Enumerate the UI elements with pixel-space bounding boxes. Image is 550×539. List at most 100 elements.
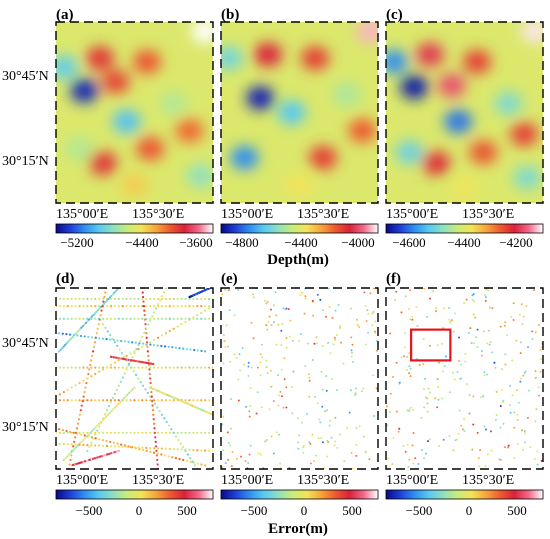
track-point	[124, 395, 127, 398]
track-point	[58, 332, 61, 335]
track-point	[115, 388, 118, 391]
track-point	[109, 431, 113, 434]
scatter-point	[317, 437, 320, 440]
track-point	[188, 399, 191, 402]
track-point	[156, 447, 160, 450]
track-point	[91, 350, 95, 353]
track-point	[150, 395, 153, 398]
track-point	[172, 305, 175, 308]
scatter-point	[414, 457, 417, 460]
track-point	[139, 339, 142, 343]
track-point	[114, 290, 117, 293]
scatter-point	[408, 372, 411, 375]
panel-d	[55, 287, 214, 470]
track-point	[73, 440, 76, 443]
scatter-point	[350, 451, 353, 454]
scatter-point	[285, 386, 288, 389]
scatter-point	[490, 449, 493, 452]
colorbar-d-gradient	[55, 489, 214, 500]
scatter-point	[259, 453, 262, 456]
scatter-point	[519, 377, 522, 380]
scatter-point	[408, 458, 411, 461]
scatter-point	[458, 359, 461, 362]
track-point	[204, 297, 207, 300]
scatter-point	[534, 370, 537, 373]
track-point	[207, 305, 211, 308]
scatter-point	[334, 416, 337, 419]
track-point	[101, 305, 104, 308]
scatter-point	[395, 410, 398, 413]
track-point	[86, 399, 89, 402]
track-point	[66, 399, 69, 402]
track-point	[78, 399, 81, 402]
track-point	[102, 317, 105, 320]
track-point	[83, 434, 86, 437]
track-point	[90, 441, 93, 444]
track-point	[192, 316, 195, 319]
track-point	[180, 297, 183, 300]
track-point	[129, 399, 132, 402]
scatter-point	[299, 293, 302, 296]
track-point	[102, 431, 105, 434]
scatter-point	[280, 329, 283, 332]
scatter-point	[417, 462, 420, 465]
track-point	[58, 366, 62, 369]
colorbar-d-tick-1: −500	[76, 503, 103, 518]
track-point	[204, 449, 207, 452]
scatter-point	[252, 337, 255, 340]
scatter-point	[307, 373, 310, 376]
track-point	[69, 458, 72, 462]
track-point	[138, 447, 141, 451]
scatter-point	[470, 342, 473, 345]
scatter-point	[408, 408, 411, 411]
track-point	[70, 317, 73, 320]
scatter-point	[309, 462, 312, 465]
scatter-point	[460, 377, 463, 380]
scatter-point	[486, 373, 489, 376]
track-point	[188, 318, 191, 321]
heatmap-feature	[356, 22, 378, 44]
scatter-point	[499, 458, 502, 461]
track-point	[112, 408, 115, 411]
scatter-point	[342, 362, 345, 365]
track-point	[184, 297, 187, 300]
scatter-point	[540, 357, 543, 360]
track-point	[160, 366, 164, 369]
scatter-point	[371, 312, 374, 315]
track-point	[155, 449, 158, 452]
track-point	[102, 399, 105, 402]
track-point	[105, 299, 108, 302]
track-point	[117, 305, 120, 308]
lon-tick-f-1: 135°00′E	[386, 473, 438, 488]
scatter-point	[308, 379, 311, 382]
track-point	[101, 419, 104, 422]
track-point	[149, 297, 152, 300]
scatter-point	[518, 313, 521, 316]
track-point	[109, 445, 113, 448]
track-point	[107, 297, 110, 301]
track-point	[66, 455, 69, 458]
scatter-point	[354, 393, 357, 396]
track-point	[152, 343, 156, 347]
lon-tick-e-2: 135°30′E	[297, 473, 349, 488]
scatter-point	[467, 331, 470, 334]
colorbar-e-tick-1: −500	[241, 503, 268, 518]
scatter-point	[443, 365, 446, 368]
panel-a-frame	[55, 21, 214, 204]
track-point	[139, 381, 142, 384]
scatter-point	[297, 441, 300, 444]
track-point	[127, 445, 130, 448]
lon-tick-a-2: 135°30′E	[132, 207, 184, 222]
track-point	[160, 399, 164, 402]
track-point	[82, 317, 85, 320]
track-point	[182, 446, 185, 449]
track-point	[193, 348, 196, 352]
track-point	[58, 442, 62, 445]
track-point	[149, 450, 152, 453]
track-point	[98, 444, 101, 447]
scatter-point	[428, 297, 431, 300]
track-point	[141, 335, 144, 338]
scatter-point	[227, 345, 230, 348]
track-point	[58, 431, 62, 434]
track-point	[172, 297, 175, 300]
